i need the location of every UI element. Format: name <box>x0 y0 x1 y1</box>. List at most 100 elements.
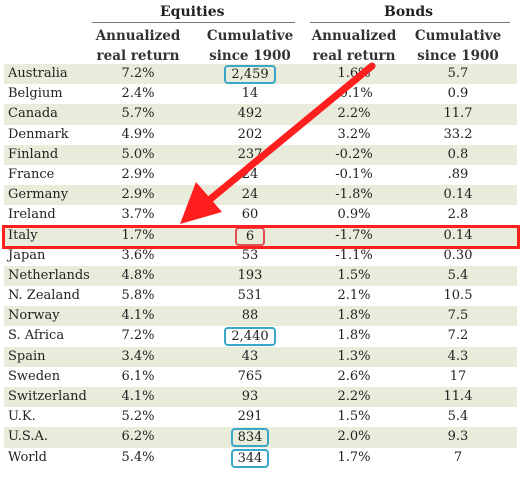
highlight-box: 834 <box>230 428 270 448</box>
table-row: N. Zealand 5.8% 531 2.1% 10.5 <box>4 286 517 306</box>
table-row: Denmark 4.9% 202 3.2% 33.2 <box>4 125 517 145</box>
table-row: Australia 7.2% 2,459 1.6% 5.7 <box>4 64 517 85</box>
equity-annualized-cell: 2.9% <box>121 166 155 182</box>
table-row: U.K. 5.2% 291 1.5% 5.4 <box>4 407 517 427</box>
equity-cumulative-cell: 765 <box>237 368 263 384</box>
bond-cumulative-cell: 0.9 <box>447 86 469 102</box>
bond-cumulative-cell: 0.14 <box>443 187 473 203</box>
equity-cumulative-cell: 344 <box>200 448 300 469</box>
bonds-underline <box>310 22 510 23</box>
table-row: Canada 5.7% 492 2.2% 11.7 <box>4 104 517 125</box>
country-cell: Finland <box>8 146 59 162</box>
bond-cumulative-cell: .89 <box>447 166 469 182</box>
equity-cumulative-cell: 14 <box>241 86 259 102</box>
table-row-italy: Italy 1.7% 6 -1.7% 0.14 <box>4 225 517 246</box>
equity-annualized-cell: 4.9% <box>121 126 155 142</box>
table-row: S. Africa 7.2% 2,440 1.8% 7.2 <box>4 326 517 347</box>
equity-annualized-cell: 3.6% <box>121 247 155 263</box>
bond-cumulative-cell: 7 <box>453 449 463 465</box>
country-cell: Belgium <box>8 86 63 102</box>
table-row: Switzerland 4.1% 93 2.2% 11.4 <box>4 387 517 408</box>
equity-annualized-cell: 5.0% <box>121 146 155 162</box>
bond-cumulative-cell: 10.5 <box>443 288 473 304</box>
bond-annualized-cell: -1.7% <box>335 227 373 243</box>
bond-cumulative-cell: 5.7 <box>447 66 469 81</box>
highlight-box: 2,459 <box>224 65 276 84</box>
bond-annualized-cell: 2.1% <box>337 288 371 304</box>
equity-annualized-cell: 5.2% <box>121 409 155 425</box>
bond-annualized-cell: -1.8% <box>335 187 373 203</box>
country-cell: Italy <box>8 227 38 243</box>
equity-cumulative-cell: 291 <box>237 409 263 425</box>
table-row: World 5.4% 344 1.7% 7 <box>4 448 517 468</box>
bond-cumulative-cell: 11.4 <box>443 389 473 404</box>
country-cell: Germany <box>8 187 69 203</box>
bond-cumulative-cell: 0.14 <box>443 227 473 243</box>
equity-annualized-cell: 3.4% <box>121 348 155 364</box>
equity-annualized-cell: 7.2% <box>121 66 155 81</box>
country-cell: Spain <box>8 348 46 364</box>
equity-annualized-cell: 4.1% <box>121 389 155 404</box>
table-row: Netherlands 4.8% 193 1.5% 5.4 <box>4 265 517 287</box>
equity-cumulative-cell: 834 <box>200 427 300 448</box>
country-cell: U.S.A. <box>8 429 48 445</box>
bond-cumulative-cell: 2.8 <box>447 207 469 223</box>
country-cell: Denmark <box>8 126 69 142</box>
bond-annualized-cell: 1.8% <box>337 328 371 344</box>
bond-annualized-cell: 2.6% <box>337 368 371 384</box>
bond-cumulative-cell: 7.2 <box>447 328 469 344</box>
equity-annualized-cell: 4.1% <box>121 308 155 324</box>
equity-cumulative-cell: 492 <box>237 106 263 122</box>
equities-underline <box>92 22 295 23</box>
equity-cumulative-cell: 2,440 <box>200 326 300 347</box>
bond-cumulative-cell: 0.8 <box>447 146 469 162</box>
country-cell: Japan <box>8 247 46 263</box>
bonds-group-label: Bonds <box>384 4 434 20</box>
country-cell: Netherlands <box>8 267 90 283</box>
equity-annualized-cell: 6.1% <box>121 368 155 384</box>
bond-annualized-cell: 1.3% <box>337 348 371 364</box>
bond-annualized-cell: 2.2% <box>337 389 371 404</box>
equity-annualized-cell: 7.2% <box>121 328 155 344</box>
bond-annualized-cell: -0.1% <box>335 166 373 182</box>
bond-cumulative-cell: 7.5 <box>447 308 469 324</box>
highlight-box: 344 <box>230 448 270 468</box>
country-cell: Norway <box>8 308 60 324</box>
bond-annualized-cell: 0.9% <box>337 207 371 223</box>
equity-annualized-cell: 6.2% <box>121 429 155 445</box>
bond-annualized-cell: 2.0% <box>337 429 371 445</box>
col-head-bonds-cumulative: Cumulative since 1900 <box>414 28 502 64</box>
table-row: Finland 5.0% 237 -0.2% 0.8 <box>4 144 517 165</box>
bond-cumulative-cell: 17 <box>449 368 467 384</box>
highlight-box: 2,440 <box>224 327 276 347</box>
table-row: Japan 3.6% 53 -1.1% 0.30 <box>4 246 517 266</box>
country-cell: France <box>8 166 55 182</box>
equity-cumulative-cell: 24 <box>241 166 259 182</box>
country-cell: Sweden <box>8 368 61 384</box>
equity-annualized-cell: 3.7% <box>121 207 155 223</box>
table-row: Belgium 2.4% 14 -0.1% 0.9 <box>4 84 517 104</box>
table-row: Spain 3.4% 43 1.3% 4.3 <box>4 346 517 367</box>
equity-annualized-cell: 2.9% <box>121 187 155 203</box>
equity-cumulative-cell: 2,459 <box>200 64 300 85</box>
equity-cumulative-cell: 43 <box>241 348 259 364</box>
country-cell: N. Zealand <box>8 288 80 304</box>
bond-annualized-cell: 1.7% <box>337 449 371 465</box>
equity-cumulative-cell: 202 <box>237 126 263 142</box>
table-row: Sweden 6.1% 765 2.6% 17 <box>4 367 517 387</box>
equity-annualized-cell: 4.8% <box>121 267 155 283</box>
equity-cumulative-cell: 88 <box>241 308 259 324</box>
bond-cumulative-cell: 5.4 <box>447 267 469 283</box>
country-cell: U.K. <box>8 409 36 425</box>
bond-cumulative-cell: 11.7 <box>443 106 473 122</box>
bond-cumulative-cell: 33.2 <box>443 126 473 142</box>
bond-annualized-cell: 1.5% <box>337 267 371 283</box>
table-row: Ireland 3.7% 60 0.9% 2.8 <box>4 205 517 225</box>
country-cell: Canada <box>8 106 58 122</box>
group-header-row: Equities Bonds <box>0 4 525 24</box>
equity-cumulative-cell: 237 <box>237 146 263 162</box>
equity-cumulative-cell: 60 <box>241 207 259 223</box>
equity-annualized-cell: 5.8% <box>121 288 155 304</box>
equity-cumulative-cell: 93 <box>241 389 259 404</box>
bond-cumulative-cell: 5.4 <box>447 409 469 425</box>
